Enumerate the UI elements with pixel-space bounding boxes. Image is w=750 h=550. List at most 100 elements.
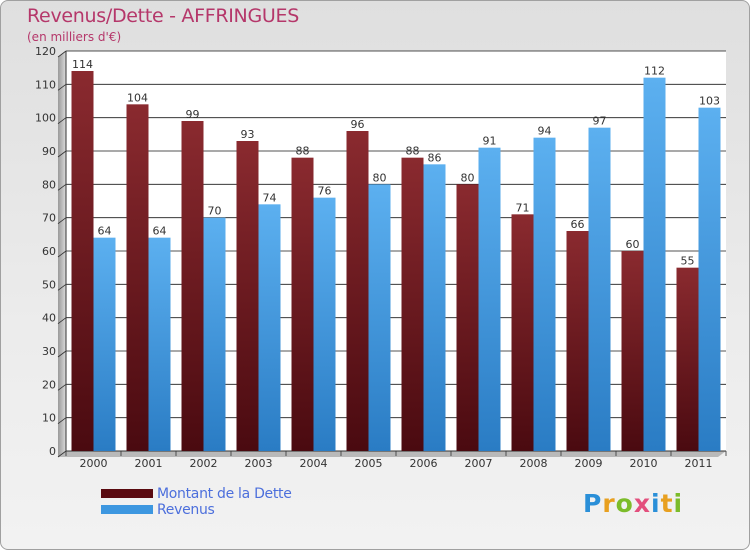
data-label-revenue: 97 <box>593 115 607 128</box>
x-tick-label: 2004 <box>300 457 328 470</box>
data-label-debt: 66 <box>571 218 585 231</box>
data-label-debt: 99 <box>186 108 200 121</box>
bar-revenue <box>148 237 171 451</box>
x-tick-label: 2005 <box>355 457 383 470</box>
gridline-wall <box>57 250 67 258</box>
bar-debt <box>401 157 424 451</box>
data-label-revenue: 94 <box>538 125 552 138</box>
y-tick-label: 50 <box>42 278 56 291</box>
x-tick-label: 2007 <box>465 457 493 470</box>
bar-revenue <box>533 137 556 451</box>
data-label-revenue: 80 <box>373 171 387 184</box>
data-label-revenue: 64 <box>153 225 167 238</box>
bar-revenue <box>203 217 226 451</box>
data-label-revenue: 76 <box>318 185 332 198</box>
logo-letter: i <box>673 489 684 518</box>
y-tick-label: 100 <box>35 112 56 125</box>
y-tick-label: 70 <box>42 212 56 225</box>
bar-revenue <box>93 237 116 451</box>
logo-letter: x <box>633 489 651 518</box>
y-tick-label: 20 <box>42 378 56 391</box>
data-label-debt: 55 <box>681 255 695 268</box>
x-tick-label: 2001 <box>135 457 163 470</box>
logo-letter: i <box>651 489 661 518</box>
logo-letter: P <box>583 489 603 518</box>
bar-debt <box>71 71 94 451</box>
x-tick-label: 2003 <box>245 457 273 470</box>
grid-lines <box>57 50 726 458</box>
data-label-revenue: 64 <box>98 225 112 238</box>
gridline-wall <box>57 150 67 158</box>
chart-subtitle: (en milliers d'€) <box>27 30 122 44</box>
gridline-wall <box>57 417 67 424</box>
data-label-debt: 80 <box>461 171 475 184</box>
logo-letter: o <box>615 489 634 518</box>
y-tick-label: 110 <box>35 78 56 91</box>
bar-revenue <box>588 127 611 452</box>
data-label-revenue: 86 <box>428 151 442 164</box>
gridline-wall <box>57 384 67 391</box>
gridline-wall <box>57 184 67 191</box>
x-tick-label: 2002 <box>190 457 218 470</box>
bar-revenue <box>368 184 391 452</box>
y-tick-label: 0 <box>49 445 56 458</box>
chart-title: Revenus/Dette - AFFRINGUES <box>27 5 299 27</box>
axes: 0 10 20 30 40 50 60 70 80 90 100 110 120 2000 2001 2002… <box>35 45 727 470</box>
x-tick-label: 2011 <box>685 457 713 470</box>
data-label-revenue: 103 <box>699 95 720 108</box>
legend-swatch-debt <box>101 489 153 498</box>
data-label-revenue: 74 <box>263 191 277 204</box>
gridline-wall <box>57 284 67 291</box>
gridline-wall <box>57 450 67 458</box>
gridline-wall <box>57 317 67 324</box>
x-tick-label: 2000 <box>80 457 108 470</box>
y-tick-label: 60 <box>42 245 56 258</box>
data-label-revenue: 91 <box>483 135 497 148</box>
bar-revenue <box>313 197 336 451</box>
bar-debt <box>511 214 534 451</box>
legend-label-revenue: Revenus <box>157 502 215 518</box>
data-label-debt: 88 <box>406 145 420 158</box>
bar-revenue <box>478 147 501 451</box>
bar-revenue <box>698 107 721 452</box>
bar-debt <box>236 141 259 451</box>
data-label-debt: 93 <box>241 128 255 141</box>
bar-revenue <box>258 204 281 451</box>
bar-debt <box>621 251 644 451</box>
proxiti-logo: Proxiti <box>583 489 683 518</box>
bar-revenue <box>423 164 446 452</box>
data-label-debt: 96 <box>351 118 365 131</box>
bar-debt <box>181 121 204 451</box>
y-tick-label: 80 <box>42 178 56 191</box>
bar-debt <box>346 131 369 451</box>
data-label-debt: 104 <box>127 91 148 104</box>
bar-debt <box>456 184 479 452</box>
bar-debt <box>566 231 589 451</box>
gridline-wall <box>57 50 67 58</box>
y-tick-label: 120 <box>35 45 56 58</box>
data-labels: 114 64 104 64 99 70 93 74 88 76 96 80 88 86 80 91 71 94 66… <box>72 58 720 268</box>
data-label-debt: 114 <box>72 58 93 71</box>
gridline-wall <box>57 350 67 358</box>
x-tick-label: 2008 <box>520 457 548 470</box>
y-tick-label: 90 <box>42 145 56 158</box>
bar-debt <box>291 157 314 451</box>
gridline-wall <box>57 84 67 91</box>
x-tick-label: 2010 <box>630 457 658 470</box>
y-tick-label: 40 <box>42 312 56 325</box>
data-label-debt: 71 <box>516 201 530 214</box>
bar-revenue <box>643 77 666 452</box>
gridline-wall <box>57 217 67 224</box>
plot-floor <box>58 451 726 457</box>
y-tick-label: 10 <box>42 412 56 425</box>
bar-debt <box>126 104 149 451</box>
data-label-revenue: 112 <box>644 65 665 78</box>
gridline-wall <box>57 117 67 124</box>
y-tick-label: 30 <box>42 345 56 358</box>
x-tick-label: 2009 <box>575 457 603 470</box>
data-label-debt: 60 <box>626 238 640 251</box>
bar-debt <box>676 267 699 451</box>
legend-swatch-revenue <box>101 505 153 514</box>
